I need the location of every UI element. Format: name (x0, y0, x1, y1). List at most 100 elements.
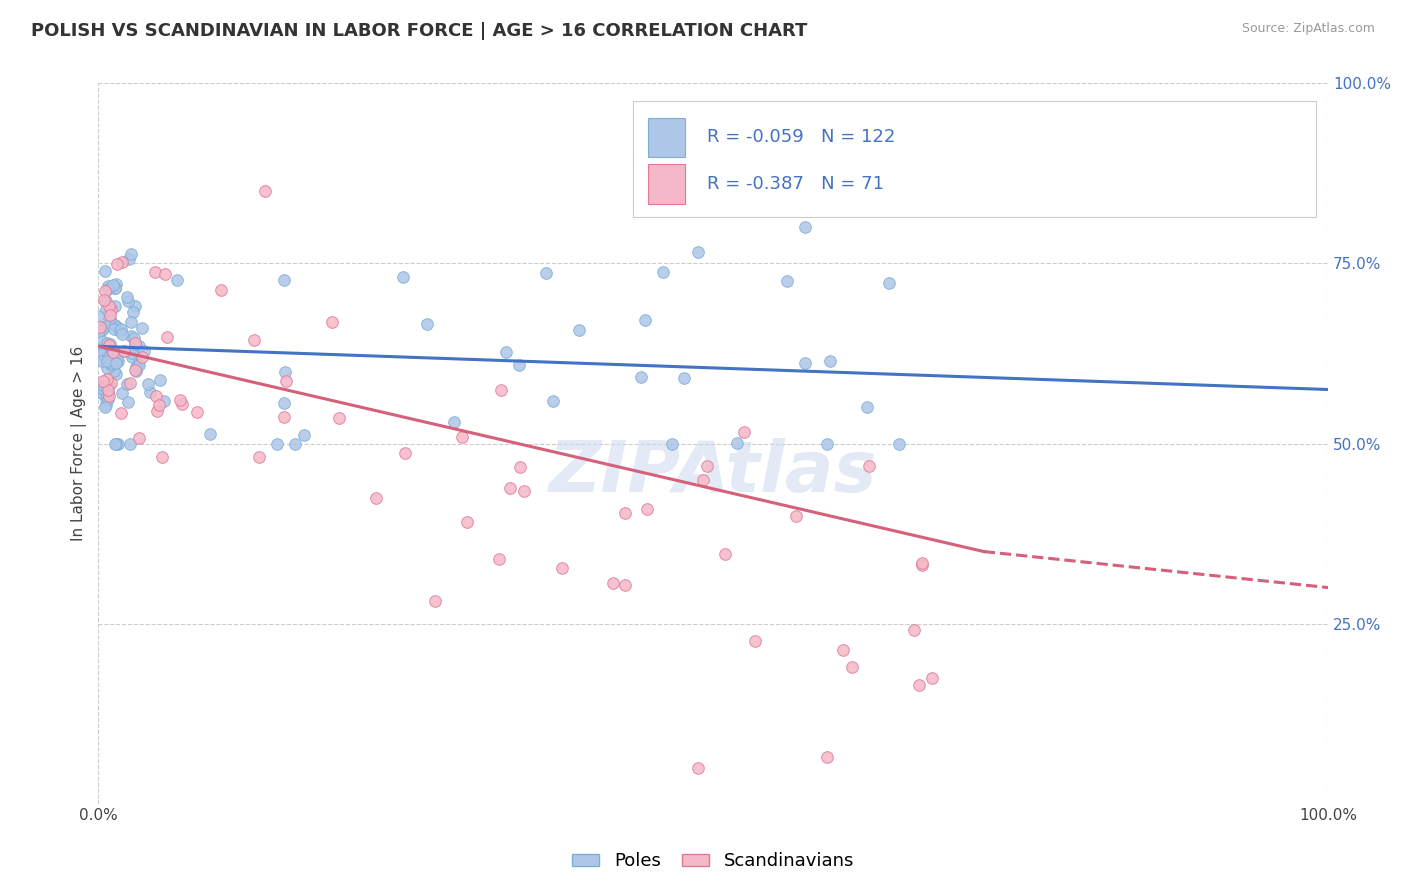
Point (456, 515, 478, 529)
Point (146, 404, 169, 418)
Point (89, 323, 111, 337)
Point (100, 356, 122, 370)
Point (209, 283, 232, 297)
Point (166, 272, 188, 286)
Text: POLISH VS SCANDINAVIAN IN LABOR FORCE | AGE > 16 CORRELATION CHART: POLISH VS SCANDINAVIAN IN LABOR FORCE | … (31, 22, 807, 40)
Point (131, 321, 153, 335)
Point (96, 379, 118, 393)
Point (143, 265, 166, 279)
Point (96, 389, 118, 403)
Point (856, 400, 879, 414)
Point (903, 623, 925, 637)
Point (96, 319, 118, 334)
Point (831, 643, 853, 657)
Point (124, 364, 146, 378)
Point (104, 318, 127, 333)
Point (120, 436, 142, 450)
Point (98, 349, 121, 363)
Point (104, 436, 127, 450)
Point (328, 411, 350, 425)
Point (101, 345, 124, 359)
Point (815, 436, 838, 450)
Point (125, 359, 148, 374)
Point (889, 436, 911, 450)
Point (120, 315, 142, 329)
Point (392, 270, 415, 285)
Text: Source: ZipAtlas.com: Source: ZipAtlas.com (1241, 22, 1375, 36)
Point (107, 436, 129, 450)
Point (105, 356, 128, 370)
Point (98, 308, 121, 322)
Point (128, 339, 150, 353)
Point (97, 337, 120, 351)
Point (98, 377, 121, 392)
Point (294, 428, 316, 442)
FancyBboxPatch shape (648, 164, 685, 204)
Point (124, 337, 146, 351)
Point (94, 301, 117, 316)
Point (87, 309, 110, 323)
Point (117, 294, 139, 309)
Point (107, 353, 129, 368)
Point (104, 356, 127, 370)
Point (744, 633, 766, 648)
Point (118, 252, 141, 267)
Point (89, 319, 111, 334)
Point (100, 302, 122, 317)
Point (96, 336, 118, 351)
Legend: Poles, Scandinavians: Poles, Scandinavians (565, 845, 862, 878)
Point (170, 397, 193, 411)
Point (94, 294, 117, 309)
Point (97, 385, 120, 400)
Point (121, 346, 143, 360)
Point (131, 350, 153, 364)
Point (91, 382, 114, 396)
FancyBboxPatch shape (633, 102, 1316, 217)
Point (153, 393, 176, 408)
Point (89, 332, 111, 346)
Point (87, 324, 110, 338)
Point (111, 255, 134, 269)
Point (96, 336, 118, 351)
Point (103, 322, 125, 336)
Point (120, 329, 142, 343)
Point (911, 558, 934, 573)
Point (636, 502, 658, 516)
Point (91, 375, 114, 389)
Point (253, 185, 276, 199)
FancyBboxPatch shape (648, 118, 685, 157)
Point (87, 385, 110, 400)
Point (776, 274, 799, 288)
Point (120, 247, 142, 261)
Point (841, 660, 863, 674)
Point (908, 677, 931, 691)
Point (128, 358, 150, 372)
Point (921, 671, 943, 685)
Point (815, 749, 838, 764)
Point (451, 429, 474, 443)
Point (97, 384, 120, 398)
Point (128, 431, 150, 445)
Point (394, 446, 416, 460)
Point (105, 351, 128, 365)
Point (110, 406, 132, 420)
Point (249, 450, 271, 464)
Point (96, 371, 118, 385)
Point (489, 384, 512, 398)
Point (156, 330, 179, 344)
Point (148, 398, 170, 412)
Point (124, 336, 146, 351)
Point (688, 244, 710, 259)
Point (105, 256, 128, 270)
Point (90, 354, 112, 368)
Point (673, 371, 696, 385)
Point (169, 393, 191, 408)
Point (115, 376, 138, 391)
Point (103, 278, 125, 293)
Point (508, 460, 530, 475)
Point (87, 352, 110, 367)
Point (634, 312, 657, 326)
Point (498, 481, 520, 495)
Point (534, 267, 557, 281)
Point (89, 346, 111, 360)
